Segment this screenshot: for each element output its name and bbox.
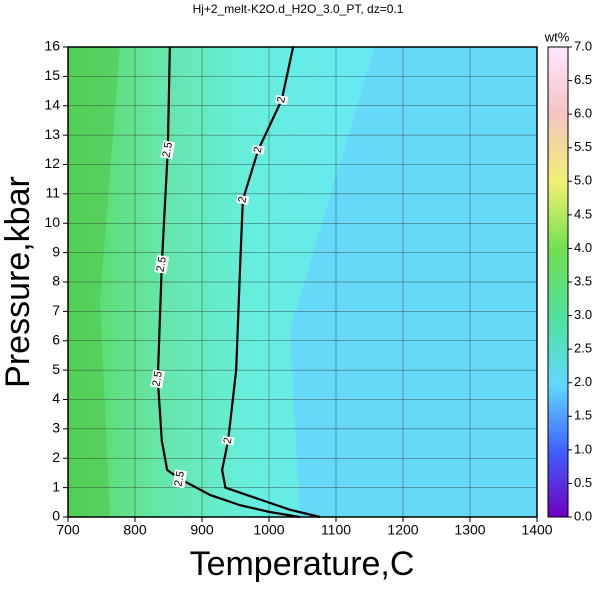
contour-label: 2.5 bbox=[161, 141, 175, 158]
contour-line bbox=[156, 46, 300, 519]
y-tick-label: 6 bbox=[52, 331, 60, 347]
contour-label-bg bbox=[172, 469, 188, 489]
colorbar-label: wt% bbox=[544, 29, 570, 44]
y-tick-label: 10 bbox=[44, 214, 60, 230]
colorbar-tick-label: 3.0 bbox=[574, 307, 592, 322]
y-tick-label: 0 bbox=[52, 508, 60, 524]
colorbar-tick-label: 5.5 bbox=[574, 139, 592, 154]
y-tick-label: 16 bbox=[44, 38, 60, 54]
y-tick-label: 11 bbox=[45, 185, 60, 201]
x-tick-label: 1000 bbox=[253, 522, 284, 538]
contour-label: 2 bbox=[252, 146, 265, 154]
y-tick-label: 12 bbox=[44, 155, 60, 171]
contour-label: 2 bbox=[275, 96, 288, 104]
x-tick-label: 1300 bbox=[454, 522, 485, 538]
colorbar-tick-label: 6.0 bbox=[574, 106, 592, 121]
contour-label: 2.5 bbox=[154, 256, 168, 273]
colorbar-tick-label: 7.0 bbox=[574, 38, 592, 53]
contour-label: 2 bbox=[236, 196, 249, 204]
colorbar-tick-label: 6.5 bbox=[574, 72, 592, 87]
y-tick-label: 8 bbox=[52, 273, 60, 289]
colorbar-tick-label: 1.0 bbox=[574, 441, 592, 456]
y-tick-label: 13 bbox=[44, 126, 60, 142]
x-tick-label: 1200 bbox=[387, 522, 418, 538]
colorbar-tick-label: 3.5 bbox=[574, 273, 592, 288]
contour-label-bg bbox=[150, 369, 166, 389]
contour-line bbox=[220, 46, 321, 519]
contour-label: 2 bbox=[222, 437, 235, 445]
x-tick-label: 1400 bbox=[521, 522, 552, 538]
y-tick-label: 7 bbox=[52, 302, 60, 318]
contour-label-bg bbox=[221, 435, 235, 446]
colorbar-tick-label: 0.5 bbox=[574, 475, 592, 490]
x-tick-label: 700 bbox=[56, 522, 80, 538]
x-tick-label: 900 bbox=[190, 522, 214, 538]
colorbar bbox=[547, 46, 569, 518]
contour-label: 2.5 bbox=[150, 370, 164, 387]
y-tick-label: 5 bbox=[52, 361, 60, 377]
y-axis-label: Pressure,kbar bbox=[0, 176, 37, 388]
colorbar-tick-label: 5.0 bbox=[574, 173, 592, 188]
contour-label-bg bbox=[160, 140, 176, 160]
colorbar-tick-label: 0.0 bbox=[574, 508, 592, 523]
y-tick-label: 9 bbox=[52, 243, 60, 259]
contour-label: 2.5 bbox=[173, 470, 187, 487]
colorbar-tick-label: 2.0 bbox=[574, 374, 592, 389]
colorbar-tick-label: 4.0 bbox=[574, 240, 592, 255]
x-tick-label: 1100 bbox=[321, 522, 351, 538]
x-tick-label: 800 bbox=[123, 522, 147, 538]
contour-label-bg bbox=[251, 144, 265, 155]
y-tick-label: 4 bbox=[52, 390, 60, 406]
colorbar-tick-label: 4.5 bbox=[574, 206, 592, 221]
y-tick-label: 3 bbox=[52, 420, 60, 436]
contour-label-bg bbox=[236, 194, 250, 205]
contour-label-bg bbox=[154, 254, 170, 274]
chart-title: Hj+2_melt-K2O.d_H2O_3.0_PT, dz=0.1 bbox=[193, 2, 404, 16]
colorbar-tick-label: 2.5 bbox=[574, 341, 592, 356]
y-tick-label: 1 bbox=[52, 478, 60, 494]
x-axis-label: Temperature,C bbox=[190, 545, 415, 583]
colorbar-tick-label: 1.5 bbox=[574, 408, 592, 423]
y-tick-label: 2 bbox=[52, 449, 60, 465]
contour-label-bg bbox=[275, 94, 289, 105]
y-tick-label: 15 bbox=[44, 67, 60, 83]
y-tick-label: 14 bbox=[44, 96, 60, 112]
